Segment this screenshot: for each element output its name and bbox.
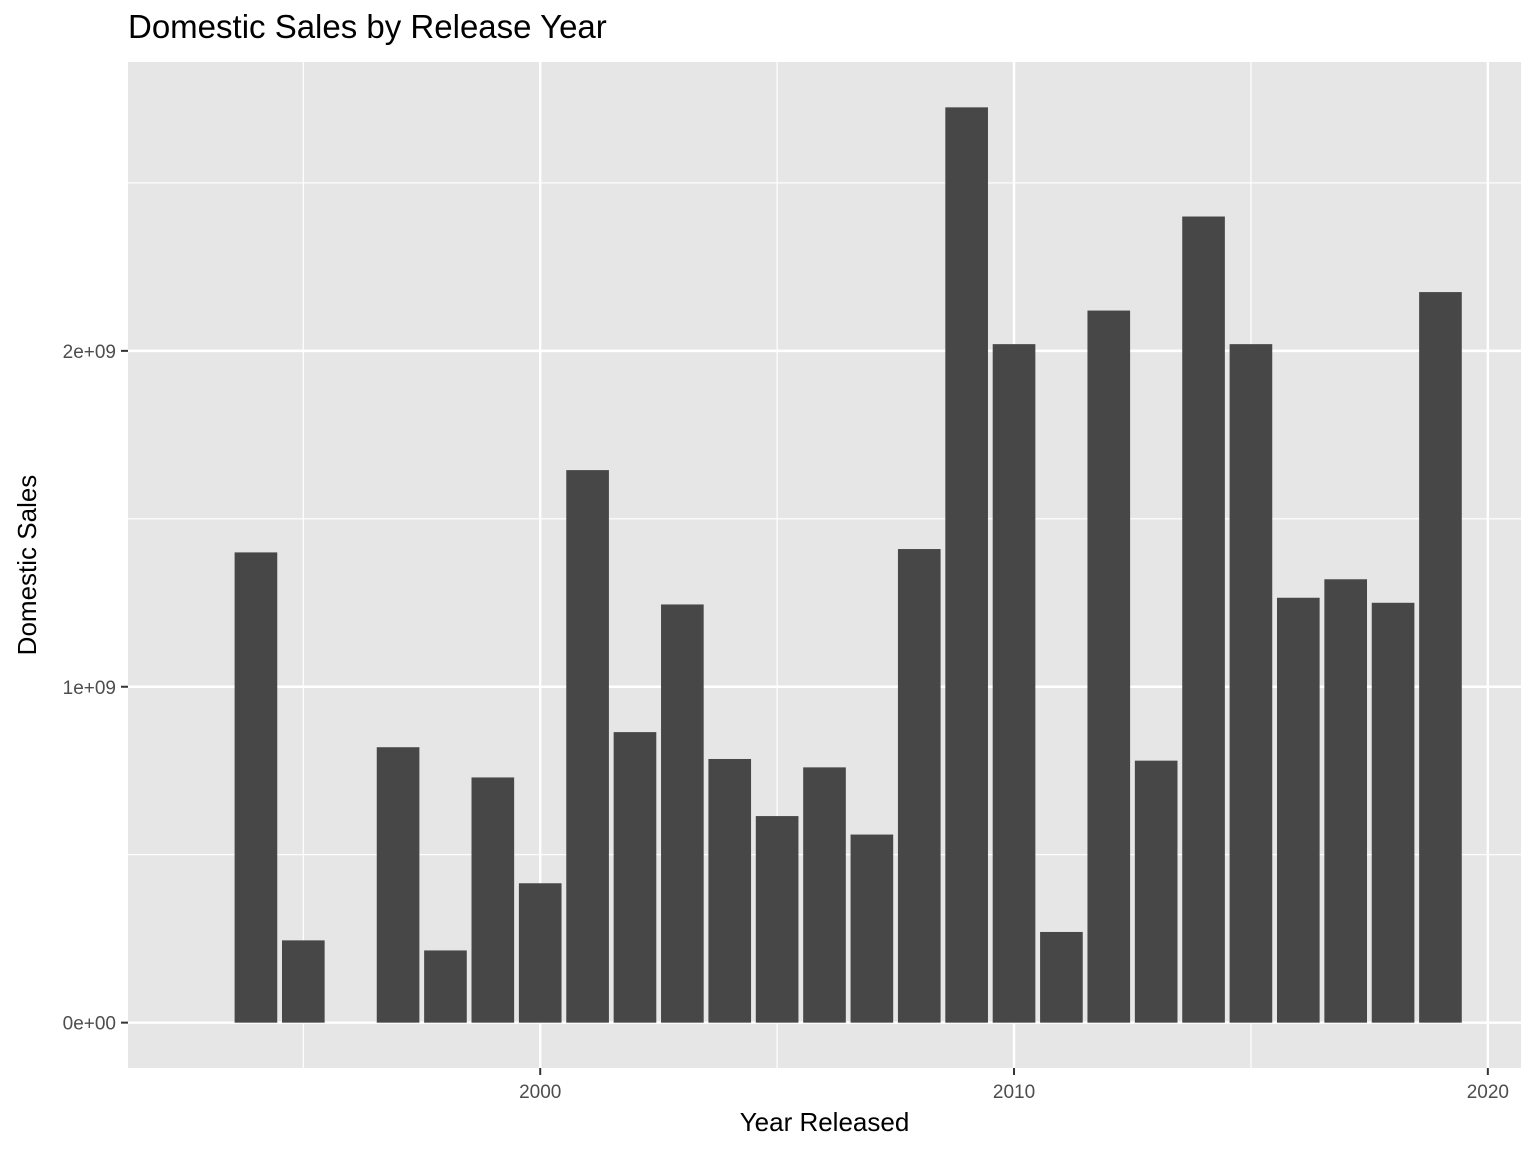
bar-2014 [1182, 216, 1225, 1023]
bar-1999 [471, 777, 515, 1023]
bar-2011 [1040, 931, 1083, 1023]
chart-title: Domestic Sales by Release Year [128, 8, 607, 45]
bar-1998 [424, 950, 467, 1023]
y-tick-label: 0e+00 [63, 1014, 116, 1035]
bar-2012 [1087, 310, 1131, 1023]
bar-2000 [518, 883, 562, 1023]
bar-2018 [1371, 602, 1415, 1023]
bar-2001 [566, 470, 609, 1023]
bar-2002 [613, 732, 657, 1023]
bars [234, 107, 1462, 1023]
x-axis-tick-labels: 2000 2010 2020 [519, 1082, 1509, 1103]
x-tick-label: 2000 [519, 1082, 561, 1103]
bar-2007 [850, 834, 894, 1023]
bar-2006 [803, 767, 846, 1023]
x-axis-title: Year Released [740, 1107, 910, 1137]
bar-2017 [1324, 579, 1368, 1023]
y-axis-title: Domestic Sales [12, 475, 42, 656]
y-tick-label: 2e+09 [63, 342, 116, 363]
y-axis-tick-labels: 0e+00 1e+09 2e+09 [63, 342, 116, 1035]
bar-2013 [1134, 760, 1178, 1023]
axis-ticks [121, 349, 1489, 1075]
bar-2003 [661, 604, 704, 1023]
bar-2008 [897, 549, 941, 1023]
bar-1995 [281, 940, 325, 1023]
x-tick-label: 2010 [993, 1082, 1035, 1103]
bar-2004 [708, 758, 752, 1023]
bar-1994 [234, 552, 278, 1023]
bar-2016 [1276, 597, 1320, 1023]
bar-2010 [992, 344, 1036, 1023]
bar-1997 [376, 747, 420, 1023]
bar-2005 [755, 816, 799, 1023]
y-tick-label: 1e+09 [63, 678, 116, 699]
bar-2009 [945, 107, 988, 1023]
bar-2015 [1229, 344, 1273, 1023]
x-tick-label: 2020 [1467, 1082, 1509, 1103]
bar-2019 [1419, 292, 1462, 1023]
